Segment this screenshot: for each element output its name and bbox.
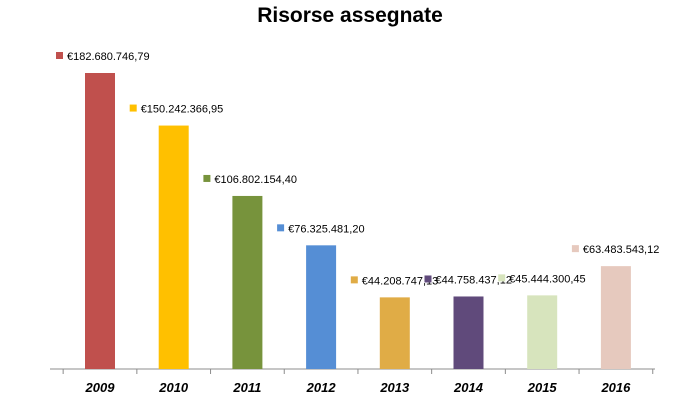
data-label-2011: €106.802.154,40 [214, 174, 297, 186]
data-label-2012: €76.325.481,20 [288, 223, 364, 235]
bar-2012 [306, 245, 337, 369]
data-label-2014: €44.758.437,12 [436, 274, 512, 286]
x-tick-label-2014: 2014 [453, 380, 484, 395]
data-label-2013: €44.208.747,13 [362, 275, 438, 287]
x-tick-label-2016: 2016 [600, 380, 631, 395]
data-label-2015: €45.444.300,45 [509, 273, 585, 285]
data-label-2016: €63.483.543,12 [583, 244, 659, 256]
bar-2009 [85, 73, 115, 369]
data-label-key-2013 [350, 276, 358, 284]
chart-title: Risorse assegnate [257, 4, 443, 27]
bar-2011 [232, 195, 263, 369]
x-tick-label-2009: 2009 [85, 380, 116, 395]
data-label-key-2014 [424, 275, 432, 283]
data-label-2009: €182.680.746,79 [67, 51, 150, 63]
data-label-key-2015 [498, 274, 506, 282]
bar-2016 [600, 266, 631, 369]
x-tick-label-2012: 2012 [306, 380, 337, 395]
bar-2015 [527, 295, 558, 369]
x-tick-label-2013: 2013 [379, 380, 410, 395]
data-label-2010: €150.242.366,95 [141, 104, 224, 116]
bar-2014 [453, 296, 484, 369]
data-label-key-2009 [56, 52, 63, 59]
bar-2010 [158, 125, 189, 369]
data-label-key-2016 [571, 245, 579, 253]
data-label-key-2010 [129, 104, 137, 112]
x-tick-label-2011: 2011 [232, 380, 261, 395]
bar-2013 [379, 297, 410, 369]
x-tick-label-2010: 2010 [158, 380, 189, 395]
data-label-key-2012 [277, 224, 285, 232]
data-label-key-2011 [203, 174, 211, 182]
x-tick-label-2015: 2015 [527, 380, 558, 395]
